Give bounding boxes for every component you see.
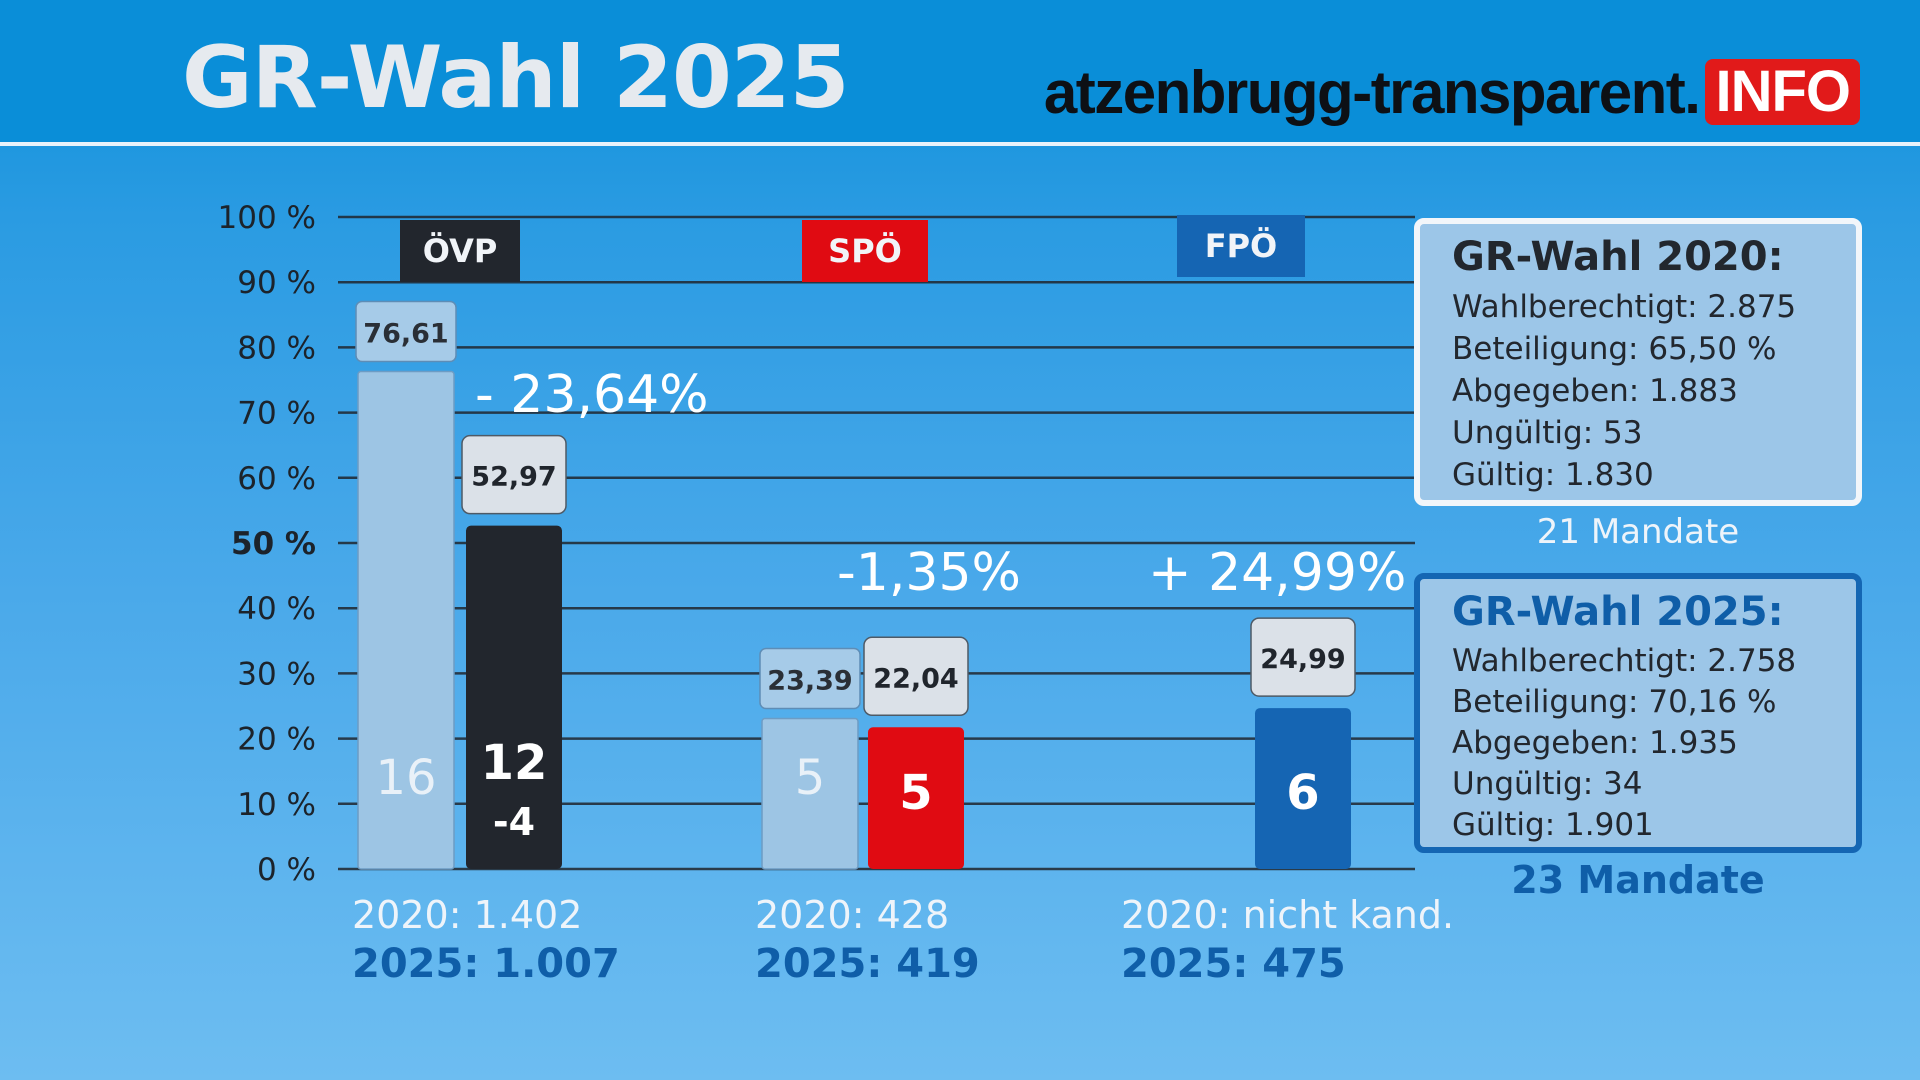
value-label-2025: 24,99 (1260, 644, 1345, 675)
value-label-2025: 22,04 (873, 663, 958, 694)
seat-count-2025: 6 (1286, 765, 1319, 821)
bar-2020 (761, 717, 859, 870)
value-label-2025: 52,97 (471, 462, 556, 493)
info-line: Beteiligung: 70,16 % (1452, 684, 1777, 720)
info-line: Beteiligung: 65,50 % (1452, 331, 1777, 367)
y-tick-label: 90 % (237, 265, 316, 301)
party-tag-bg (400, 220, 520, 282)
y-tick-label: 0 % (257, 852, 316, 888)
party-tag-bg (1177, 215, 1305, 277)
value-label-2020: 23,39 (767, 665, 852, 696)
change-label: - 23,64% (475, 365, 709, 425)
y-tick-label: 40 % (237, 591, 316, 627)
brand-logo[interactable]: atzenbrugg-transparent. INFO (1044, 56, 1860, 128)
bar-2020 (357, 370, 455, 870)
info-line: Gültig: 1.901 (1452, 807, 1654, 843)
y-tick-label: 30 % (237, 656, 316, 692)
y-tick-label: 20 % (237, 722, 316, 758)
votes-2025: 2025: 419 (755, 941, 980, 987)
seat-count-2020: 5 (795, 750, 826, 806)
info-line: Ungültig: 53 (1452, 415, 1643, 451)
value-label-bg (461, 434, 567, 515)
page-title: GR-Wahl 2025 (182, 28, 849, 128)
y-tick-label: 80 % (237, 330, 316, 366)
value-label-bg (1250, 617, 1356, 697)
info-line: Ungültig: 34 (1452, 766, 1643, 802)
value-label-bg (759, 647, 861, 710)
y-tick-label: 100 % (218, 200, 316, 236)
value-label-bg (355, 300, 457, 363)
change-label: -1,35% (837, 543, 1021, 603)
info-line: Wahlberechtigt: 2.758 (1452, 643, 1797, 679)
party-tag-label: ÖVP (423, 232, 498, 270)
y-tick-label: 70 % (237, 396, 316, 432)
party-tag-label: SPÖ (828, 232, 902, 270)
party-tag-bg (802, 220, 928, 282)
votes-spoe: 2020: 428 2025: 419 (755, 893, 980, 987)
change-label: + 24,99% (1148, 543, 1406, 603)
info-line: Abgegeben: 1.935 (1452, 725, 1738, 761)
info-line: Wahlberechtigt: 2.875 (1452, 289, 1797, 325)
info-box-2020-title: GR-Wahl 2020: (1452, 234, 1784, 280)
bar-2025 (466, 525, 562, 869)
bar-2025 (1255, 708, 1351, 869)
mandate-count-2025: 23 Mandate (1511, 858, 1765, 902)
mandate-count-2020: 21 Mandate (1536, 512, 1740, 552)
info-box-2025-title: GR-Wahl 2025: (1452, 589, 1784, 635)
brand-badge: INFO (1705, 59, 1860, 125)
votes-2020: 2020: 1.402 (352, 893, 583, 937)
value-label-bg (863, 636, 969, 717)
y-tick-label: 50 % (231, 526, 316, 562)
info-box-2020: GR-Wahl 2020: Wahlberechtigt: 2.875 Bete… (1414, 218, 1862, 506)
votes-2020: 2020: nicht kand. (1121, 893, 1455, 937)
info-line: Gültig: 1.830 (1452, 457, 1654, 493)
y-tick-label: 60 % (237, 461, 316, 497)
seat-count-2025: 5 (899, 765, 932, 821)
seat-count-2020: 16 (375, 750, 436, 806)
bar-2025 (868, 727, 964, 869)
votes-2025: 2025: 1.007 (352, 941, 620, 987)
votes-oevp: 2020: 1.402 2025: 1.007 (352, 893, 620, 987)
y-tick-label: 10 % (237, 787, 316, 823)
header-bar: GR-Wahl 2025 atzenbrugg-transparent. INF… (0, 0, 1920, 146)
party-tag-label: FPÖ (1205, 227, 1278, 265)
seat-change: -4 (493, 800, 535, 844)
value-label-2020: 76,61 (363, 319, 448, 350)
votes-2025: 2025: 475 (1121, 941, 1346, 987)
info-line: Abgegeben: 1.883 (1452, 373, 1738, 409)
info-box-2025: GR-Wahl 2025: Wahlberechtigt: 2.758 Bete… (1414, 573, 1862, 853)
votes-2020: 2020: 428 (755, 893, 950, 937)
brand-text: atzenbrugg-transparent. (1043, 58, 1701, 126)
votes-fpoe: 2020: nicht kand. 2025: 475 (1121, 893, 1454, 987)
seat-count-2025: 12 (481, 735, 548, 791)
